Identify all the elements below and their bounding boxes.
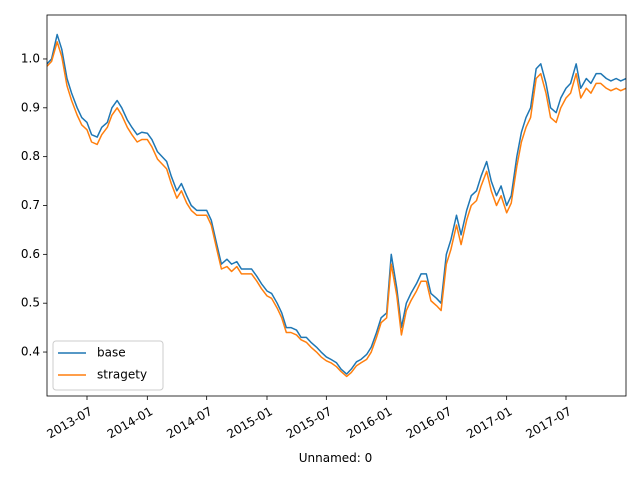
plot-frame <box>46 14 627 397</box>
y-tick-label: 0.9 <box>21 100 40 114</box>
y-tick-label: 0.4 <box>21 345 40 359</box>
legend: base stragety <box>52 340 164 391</box>
legend-entry-stragety: stragety <box>97 368 147 382</box>
y-axis: 0.4 0.5 0.6 0.7 0.8 0.9 1.0 <box>21 51 47 359</box>
series-line-stragety <box>47 41 626 378</box>
series-layer <box>47 33 626 378</box>
y-tick-label: 0.6 <box>21 247 40 261</box>
y-tick-label: 0.7 <box>21 198 40 212</box>
y-tick-label: 1.0 <box>21 51 40 65</box>
x-axis-label: Unnamed: 0 <box>299 451 373 465</box>
y-tick-label: 0.5 <box>21 296 40 310</box>
legend-entry-base: base <box>97 346 126 360</box>
y-tick-label: 0.8 <box>21 149 40 163</box>
series-line-base <box>47 33 626 375</box>
